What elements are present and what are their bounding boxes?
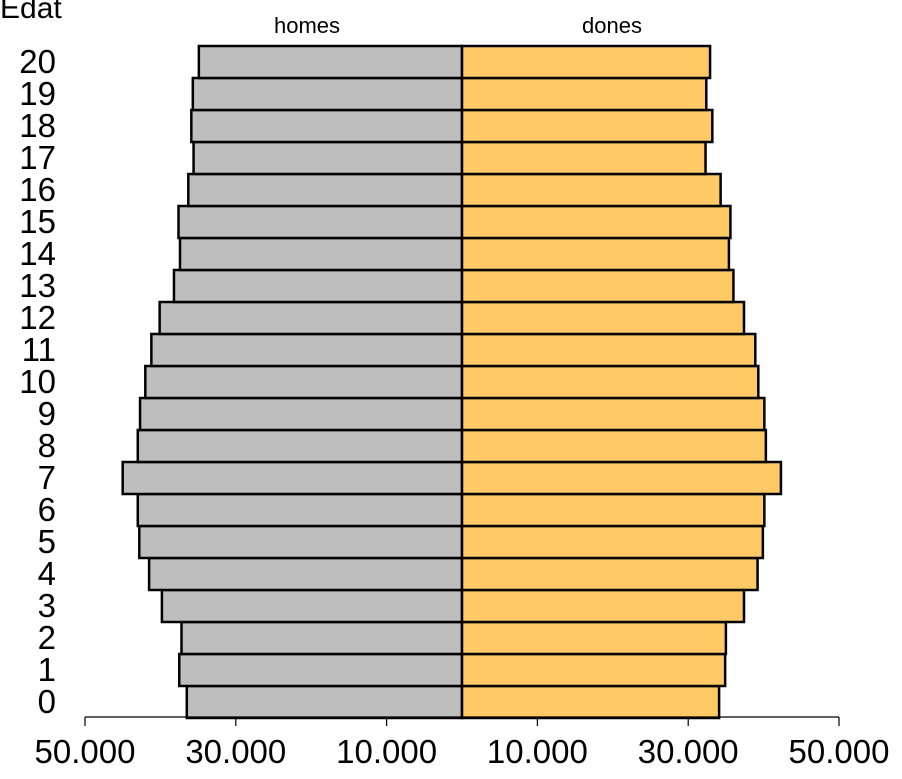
bar-homes-10 bbox=[144, 364, 464, 400]
bar-dones-8 bbox=[460, 428, 768, 464]
bar-homes-7 bbox=[121, 460, 464, 496]
bar-dones-4 bbox=[460, 556, 759, 592]
bar-homes-15 bbox=[177, 204, 464, 240]
bar-homes-13 bbox=[172, 268, 464, 304]
age-label-10: 10 bbox=[19, 363, 56, 400]
bar-homes-17 bbox=[192, 140, 464, 176]
age-label-13: 13 bbox=[19, 267, 56, 304]
bar-homes-0 bbox=[185, 684, 464, 720]
x-tick-label-1: 30.000 bbox=[185, 733, 286, 770]
x-tick-label-4: 30.000 bbox=[638, 733, 739, 770]
bar-homes-4 bbox=[147, 556, 464, 592]
age-label-7: 7 bbox=[38, 459, 56, 496]
age-label-15: 15 bbox=[19, 203, 56, 240]
bars-group bbox=[121, 44, 783, 720]
age-label-19: 19 bbox=[19, 75, 56, 112]
bar-dones-0 bbox=[460, 684, 721, 720]
age-label-14: 14 bbox=[19, 235, 56, 272]
x-tick-label-5: 50.000 bbox=[789, 733, 890, 770]
bar-dones-3 bbox=[460, 588, 746, 624]
age-label-16: 16 bbox=[19, 171, 56, 208]
bar-dones-1 bbox=[460, 652, 727, 688]
bar-homes-9 bbox=[138, 396, 464, 432]
bar-homes-14 bbox=[178, 236, 464, 272]
age-label-3: 3 bbox=[38, 587, 56, 624]
age-label-17: 17 bbox=[19, 139, 56, 176]
age-label-0: 0 bbox=[38, 683, 56, 720]
bar-dones-9 bbox=[460, 396, 766, 432]
age-label-20: 20 bbox=[19, 43, 56, 80]
bar-dones-6 bbox=[460, 492, 766, 528]
x-tick-label-2: 10.000 bbox=[336, 733, 437, 770]
series-label-dones: dones bbox=[582, 13, 642, 38]
bar-dones-13 bbox=[460, 268, 735, 304]
bar-dones-19 bbox=[460, 76, 708, 112]
bar-dones-16 bbox=[460, 172, 722, 208]
bar-homes-6 bbox=[136, 492, 464, 528]
bar-homes-1 bbox=[178, 652, 464, 688]
age-label-6: 6 bbox=[38, 491, 56, 528]
x-axis: 50.000 30.000 10.000 10.000 30.000 50.000 bbox=[35, 716, 890, 770]
age-label-2: 2 bbox=[38, 619, 56, 656]
x-tick-label-3: 10.000 bbox=[487, 733, 588, 770]
bar-homes-8 bbox=[136, 428, 464, 464]
bar-dones-12 bbox=[460, 300, 746, 336]
bar-homes-12 bbox=[158, 300, 464, 336]
age-label-18: 18 bbox=[19, 107, 56, 144]
age-label-5: 5 bbox=[38, 523, 56, 560]
age-label-4: 4 bbox=[38, 555, 56, 592]
bar-dones-20 bbox=[460, 44, 712, 80]
age-label-8: 8 bbox=[38, 427, 56, 464]
bar-homes-18 bbox=[190, 108, 464, 144]
bar-homes-20 bbox=[197, 44, 464, 80]
bar-dones-11 bbox=[460, 332, 757, 368]
bar-homes-5 bbox=[138, 524, 464, 560]
y-axis-label: Edat bbox=[0, 0, 62, 25]
bar-dones-10 bbox=[460, 364, 760, 400]
bar-dones-2 bbox=[460, 620, 728, 656]
bar-homes-19 bbox=[191, 76, 464, 112]
bar-dones-15 bbox=[460, 204, 732, 240]
age-label-9: 9 bbox=[38, 395, 56, 432]
bar-dones-18 bbox=[460, 108, 714, 144]
x-tick-label-0: 50.000 bbox=[35, 733, 136, 770]
series-label-homes: homes bbox=[274, 13, 340, 38]
age-label-1: 1 bbox=[38, 651, 56, 688]
bar-dones-7 bbox=[460, 460, 783, 496]
bar-dones-5 bbox=[460, 524, 765, 560]
bar-homes-3 bbox=[160, 588, 464, 624]
bar-homes-2 bbox=[180, 620, 464, 656]
bar-dones-17 bbox=[460, 140, 707, 176]
bar-homes-11 bbox=[150, 332, 464, 368]
bar-homes-16 bbox=[187, 172, 464, 208]
bar-dones-14 bbox=[460, 236, 731, 272]
age-label-11: 11 bbox=[22, 331, 56, 368]
age-label-12: 12 bbox=[19, 299, 56, 336]
